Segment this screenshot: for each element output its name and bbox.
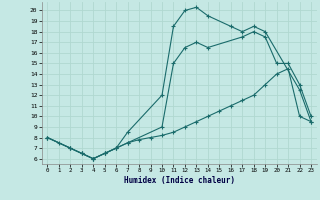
X-axis label: Humidex (Indice chaleur): Humidex (Indice chaleur) (124, 176, 235, 185)
